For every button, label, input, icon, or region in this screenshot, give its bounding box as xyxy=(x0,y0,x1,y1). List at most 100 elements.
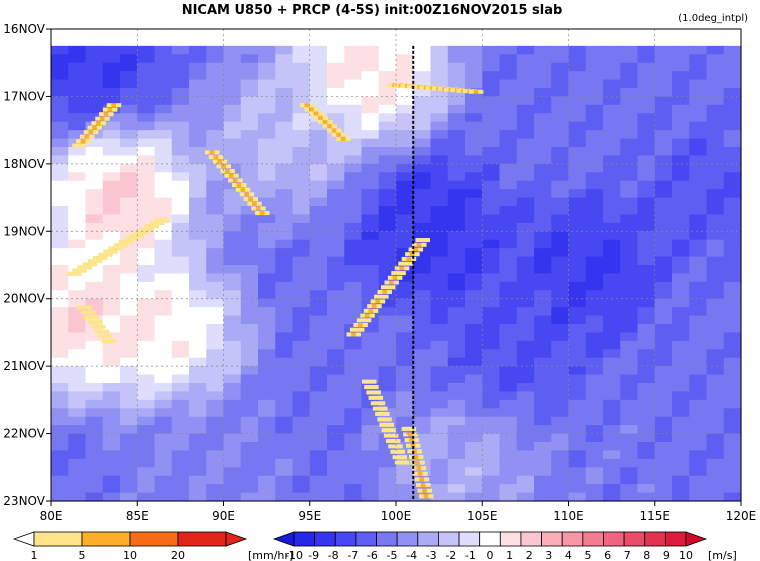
u850-cell xyxy=(723,206,742,216)
precip-cell xyxy=(94,329,100,334)
u850-cell xyxy=(189,214,207,224)
u850-cell xyxy=(396,214,414,224)
precip-cell xyxy=(232,178,238,183)
precip-cell xyxy=(108,112,114,117)
u850-cell xyxy=(465,79,483,89)
u850-cell xyxy=(689,416,708,426)
u850-cell xyxy=(430,391,449,401)
u850-cell xyxy=(482,206,501,216)
u850-cell xyxy=(672,147,690,157)
u850-cell xyxy=(396,416,414,426)
u850-cell xyxy=(654,138,673,148)
u850-cell xyxy=(465,189,483,199)
u850-cell xyxy=(723,248,742,258)
u850-colorbar-label: -9 xyxy=(308,549,319,561)
u850-cell xyxy=(723,324,742,334)
u850-cell xyxy=(85,399,104,409)
u850-cell xyxy=(637,130,656,140)
precip-cell xyxy=(80,310,87,315)
u850-cell xyxy=(620,374,639,384)
u850-cell xyxy=(482,222,501,232)
u850-cell xyxy=(68,155,87,165)
u850-cell xyxy=(706,45,725,55)
u850-cell xyxy=(551,425,570,435)
u850-cell xyxy=(706,425,725,435)
u850-cell xyxy=(534,492,552,502)
precip-cell xyxy=(225,169,231,174)
u850-cell xyxy=(396,155,414,165)
u850-cell xyxy=(516,484,535,494)
u850-cell xyxy=(499,433,518,443)
u850-cell xyxy=(516,357,535,367)
u850-cell xyxy=(275,450,294,460)
precip-cell xyxy=(237,178,243,183)
u850-cell xyxy=(120,340,138,350)
u850-cell xyxy=(154,79,173,89)
u850-cell xyxy=(120,391,138,401)
u850-cell xyxy=(534,290,552,300)
u850-cell xyxy=(223,433,242,443)
precip-cell xyxy=(375,401,381,406)
u850-cell xyxy=(482,290,501,300)
u850-colorbar-swatch xyxy=(541,531,563,547)
u850-cell xyxy=(309,273,328,283)
u850-cell xyxy=(654,197,673,207)
u850-cell xyxy=(499,147,518,157)
u850-cell xyxy=(672,298,690,308)
u850-cell xyxy=(327,231,345,241)
u850-cell xyxy=(223,206,242,216)
u850-cell xyxy=(534,433,552,443)
y-tick-label: 21NOV xyxy=(3,359,45,373)
u850-cell xyxy=(396,189,414,199)
u850-cell xyxy=(447,248,466,258)
u850-cell xyxy=(51,138,69,148)
u850-cell xyxy=(240,307,259,317)
u850-cell xyxy=(465,239,483,249)
u850-cell xyxy=(154,408,173,418)
u850-cell xyxy=(396,273,414,283)
prcp-colorbar-arrow xyxy=(225,531,248,547)
u850-cell xyxy=(568,425,587,435)
u850-cell xyxy=(447,391,466,401)
u850-cell xyxy=(309,222,328,232)
u850-cell xyxy=(327,357,345,367)
u850-cell xyxy=(223,248,242,258)
u850-cell xyxy=(603,391,621,401)
u850-cell xyxy=(551,484,570,494)
precip-cell xyxy=(379,411,385,417)
u850-cell xyxy=(499,366,518,376)
u850-cell xyxy=(309,340,328,350)
precip-cell xyxy=(353,322,359,328)
u850-cell xyxy=(68,450,87,460)
u850-cell xyxy=(585,172,604,182)
u850-cell xyxy=(378,189,397,199)
u850-cell xyxy=(344,467,363,477)
u850-cell xyxy=(258,399,276,409)
precip-cell xyxy=(384,411,390,417)
u850-cell xyxy=(447,54,466,64)
u850-cell xyxy=(499,189,518,199)
u850-cell xyxy=(706,88,725,98)
u850-cell xyxy=(85,408,104,418)
u850-cell xyxy=(447,307,466,317)
precip-cell xyxy=(419,85,425,90)
precip-cell xyxy=(107,249,114,254)
u850-cell xyxy=(378,298,397,308)
u850-cell xyxy=(603,450,621,460)
u850-cell xyxy=(430,265,449,275)
u850-cell xyxy=(275,357,294,367)
u850-cell xyxy=(68,45,87,55)
u850-cell xyxy=(68,206,87,216)
u850-cell xyxy=(447,79,466,89)
u850-cell xyxy=(292,383,311,393)
u850-cell xyxy=(275,180,294,190)
u850-cell xyxy=(654,332,673,342)
u850-cell xyxy=(413,273,432,283)
u850-cell xyxy=(240,458,259,468)
u850-cell xyxy=(447,433,466,443)
u850-cell xyxy=(171,391,190,401)
u850-cell xyxy=(240,222,259,232)
u850-cell xyxy=(706,130,725,140)
u850-cell xyxy=(551,281,570,291)
u850-cell xyxy=(465,349,483,359)
